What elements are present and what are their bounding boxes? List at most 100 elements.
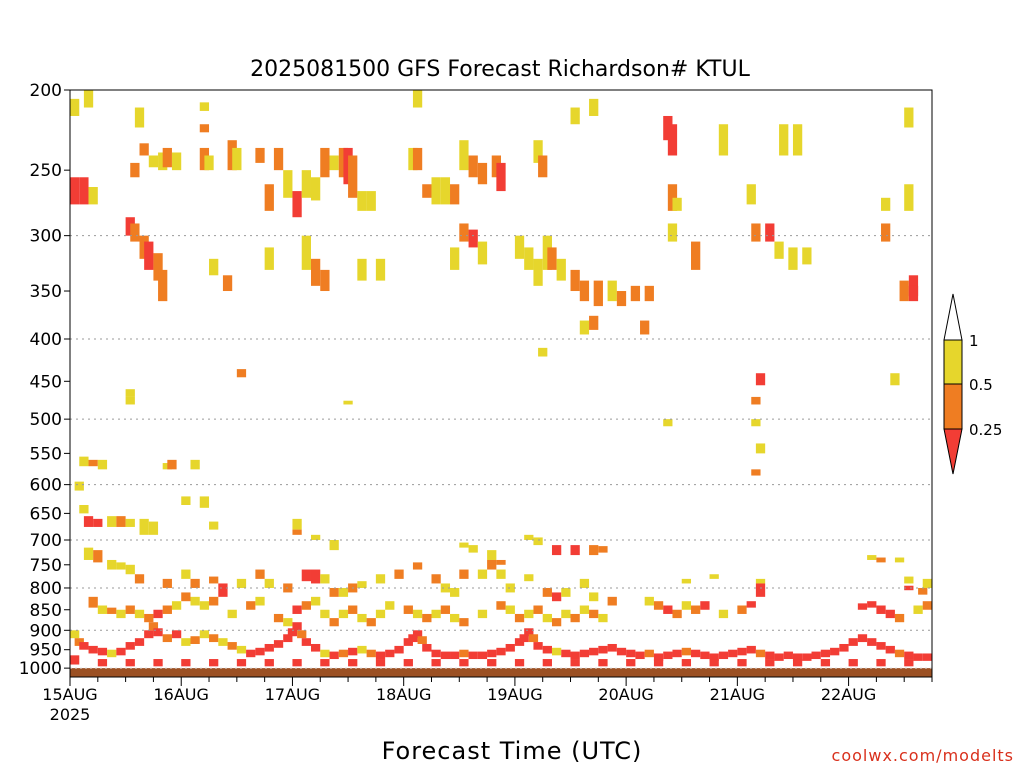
ri-cell (148, 622, 159, 631)
ri-cell (737, 659, 747, 667)
ri-cell (589, 315, 599, 330)
surface-fill (70, 668, 932, 677)
ri-cell (125, 396, 135, 405)
ri-cell (218, 583, 228, 597)
ri-cell (551, 618, 562, 627)
ri-cell (422, 613, 432, 623)
ri-cell (718, 651, 729, 660)
ri-cell (375, 574, 386, 584)
ri-cell (533, 140, 543, 163)
ri-cell (144, 630, 154, 639)
grid-lines (70, 235, 932, 669)
ri-cell (505, 583, 515, 593)
ri-cell (348, 659, 358, 667)
ri-cell (97, 647, 108, 656)
ri-cell (440, 177, 451, 205)
ri-cell (116, 562, 126, 570)
ri-cell (653, 659, 664, 667)
ri-cell (232, 147, 242, 171)
ri-cell (653, 653, 664, 661)
ri-cell (255, 596, 265, 606)
ri-cell (190, 578, 200, 588)
ri-cell (93, 550, 103, 563)
ri-cell (431, 609, 441, 619)
ri-cell (922, 601, 932, 610)
ri-cell (412, 147, 423, 171)
ri-cell (857, 603, 868, 610)
ri-cell (329, 587, 339, 597)
ri-cell (209, 596, 219, 606)
ri-cell (79, 505, 89, 514)
ri-cell (366, 191, 376, 211)
ri-cell (589, 545, 599, 556)
ri-cell (774, 653, 784, 661)
ri-cell (718, 609, 729, 619)
ri-cell (412, 90, 423, 108)
y-tick-label: 400 (30, 330, 62, 350)
ri-cell (283, 170, 293, 198)
ri-cell (320, 609, 330, 619)
ri-cell (570, 269, 580, 292)
y-tick-label: 900 (30, 621, 62, 641)
legend-swatch (943, 383, 963, 430)
ri-cell (107, 516, 117, 527)
ri-cell (209, 521, 219, 530)
ri-cell (848, 638, 858, 646)
ri-cell (746, 645, 756, 654)
ri-cell (570, 651, 580, 660)
ri-cell (487, 550, 497, 560)
ri-cell (524, 534, 534, 541)
ri-cell (691, 605, 701, 614)
ri-cell (88, 186, 98, 205)
y-tick-label: 950 (30, 641, 62, 661)
ri-cell (255, 569, 265, 579)
ri-cell (144, 241, 154, 270)
ri-cell (589, 609, 599, 619)
ri-cell (533, 642, 543, 650)
ri-cell (301, 569, 311, 582)
ri-cell (283, 634, 293, 643)
ri-cell (125, 518, 135, 527)
ri-cell (487, 559, 497, 570)
ri-cell (440, 605, 451, 614)
ri-cell (199, 601, 210, 610)
y-tick-label: 350 (30, 282, 62, 302)
ri-cell (774, 241, 784, 259)
ri-cell (528, 634, 539, 643)
ri-cell (343, 400, 353, 405)
ri-cell (885, 609, 895, 619)
ri-cell (570, 545, 580, 556)
ri-cell (125, 659, 135, 667)
ri-cell (375, 609, 386, 619)
ri-cell (514, 235, 525, 259)
ri-cell (519, 634, 529, 643)
ri-cell (709, 653, 719, 661)
ri-cell (153, 628, 163, 637)
ri-cell (209, 659, 219, 667)
ri-cell (524, 609, 534, 619)
ri-cell (487, 659, 497, 667)
ri-cell (246, 649, 256, 658)
ri-cell (431, 649, 441, 658)
ri-cell (904, 585, 914, 591)
ri-cell (700, 651, 710, 660)
ri-cell (626, 649, 636, 658)
ri-cell (292, 529, 302, 535)
x-tick-label: 15AUG (42, 685, 97, 704)
ri-cell (737, 605, 747, 614)
ri-cell (496, 569, 506, 579)
ri-cell (134, 638, 145, 646)
ri-cell (329, 540, 339, 551)
y-axis: 200 250 300 350 400 450 500 550 600 650 700 750 8008… (19, 81, 70, 679)
ri-cell (88, 459, 98, 467)
ri-cell (468, 229, 478, 248)
ri-cell (287, 628, 298, 637)
ri-cell (746, 184, 756, 205)
ri-cell (357, 645, 367, 654)
ri-cell (820, 649, 831, 658)
ri-cell (477, 651, 488, 660)
ri-cell (644, 285, 654, 302)
ri-cell (551, 647, 562, 656)
ri-cell (403, 659, 413, 667)
